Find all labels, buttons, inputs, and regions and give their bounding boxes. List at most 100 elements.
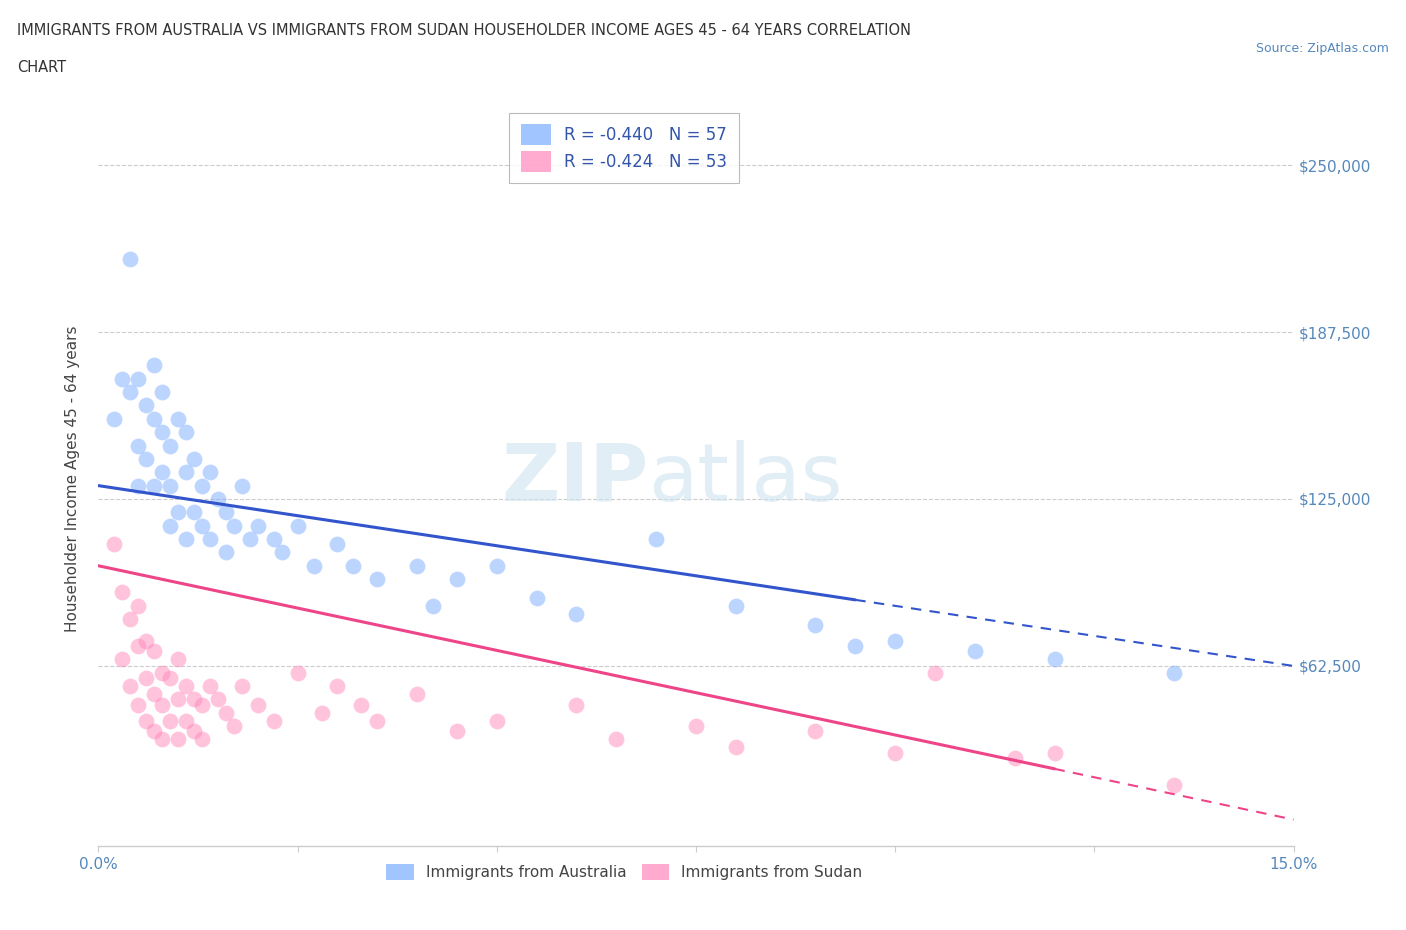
Point — [207, 492, 229, 507]
Point — [191, 518, 214, 533]
Point — [183, 505, 205, 520]
Point — [174, 465, 197, 480]
Point — [565, 698, 588, 712]
Point — [143, 644, 166, 658]
Point — [685, 719, 707, 734]
Point — [366, 713, 388, 728]
Point — [159, 671, 181, 685]
Point — [167, 652, 190, 667]
Point — [645, 532, 668, 547]
Point — [150, 425, 173, 440]
Point — [120, 679, 142, 694]
Point — [270, 545, 292, 560]
Point — [103, 411, 125, 426]
Point — [724, 598, 747, 613]
Point — [207, 692, 229, 707]
Point — [263, 532, 285, 547]
Point — [167, 505, 190, 520]
Point — [111, 585, 134, 600]
Point — [526, 591, 548, 605]
Point — [150, 465, 173, 480]
Point — [605, 732, 627, 747]
Point — [198, 465, 221, 480]
Point — [191, 478, 214, 493]
Point — [1004, 751, 1026, 765]
Y-axis label: Householder Income Ages 45 - 64 years: Householder Income Ages 45 - 64 years — [65, 326, 80, 632]
Point — [191, 732, 214, 747]
Point — [246, 698, 269, 712]
Point — [135, 633, 157, 648]
Point — [311, 705, 333, 720]
Point — [231, 478, 253, 493]
Point — [215, 505, 238, 520]
Point — [143, 724, 166, 738]
Point — [135, 713, 157, 728]
Point — [804, 724, 827, 738]
Point — [150, 385, 173, 400]
Point — [1043, 652, 1066, 667]
Point — [246, 518, 269, 533]
Point — [167, 411, 190, 426]
Point — [167, 692, 190, 707]
Point — [120, 385, 142, 400]
Point — [159, 478, 181, 493]
Point — [120, 251, 142, 266]
Point — [135, 671, 157, 685]
Point — [150, 698, 173, 712]
Point — [287, 518, 309, 533]
Point — [350, 698, 373, 712]
Point — [127, 478, 149, 493]
Point — [963, 644, 986, 658]
Point — [485, 713, 508, 728]
Point — [406, 558, 429, 573]
Point — [159, 438, 181, 453]
Point — [174, 425, 197, 440]
Point — [326, 679, 349, 694]
Point — [103, 537, 125, 551]
Point — [446, 724, 468, 738]
Point — [143, 686, 166, 701]
Point — [215, 545, 238, 560]
Point — [1163, 665, 1185, 680]
Point — [406, 686, 429, 701]
Point — [446, 572, 468, 587]
Point — [174, 713, 197, 728]
Point — [143, 478, 166, 493]
Point — [1163, 777, 1185, 792]
Point — [135, 451, 157, 466]
Point — [884, 633, 907, 648]
Point — [183, 692, 205, 707]
Point — [127, 698, 149, 712]
Point — [485, 558, 508, 573]
Point — [159, 518, 181, 533]
Text: atlas: atlas — [648, 440, 842, 518]
Point — [422, 598, 444, 613]
Point — [120, 612, 142, 627]
Point — [239, 532, 262, 547]
Point — [342, 558, 364, 573]
Point — [222, 719, 245, 734]
Point — [191, 698, 214, 712]
Point — [884, 745, 907, 760]
Text: ZIP: ZIP — [501, 440, 648, 518]
Point — [183, 451, 205, 466]
Point — [366, 572, 388, 587]
Point — [150, 665, 173, 680]
Point — [150, 732, 173, 747]
Point — [198, 532, 221, 547]
Point — [127, 598, 149, 613]
Point — [111, 371, 134, 386]
Point — [302, 558, 325, 573]
Text: IMMIGRANTS FROM AUSTRALIA VS IMMIGRANTS FROM SUDAN HOUSEHOLDER INCOME AGES 45 - : IMMIGRANTS FROM AUSTRALIA VS IMMIGRANTS … — [17, 23, 911, 38]
Point — [127, 639, 149, 654]
Point — [159, 713, 181, 728]
Point — [127, 438, 149, 453]
Text: CHART: CHART — [17, 60, 66, 75]
Point — [174, 679, 197, 694]
Point — [804, 618, 827, 632]
Point — [1043, 745, 1066, 760]
Point — [231, 679, 253, 694]
Point — [183, 724, 205, 738]
Point — [143, 411, 166, 426]
Point — [287, 665, 309, 680]
